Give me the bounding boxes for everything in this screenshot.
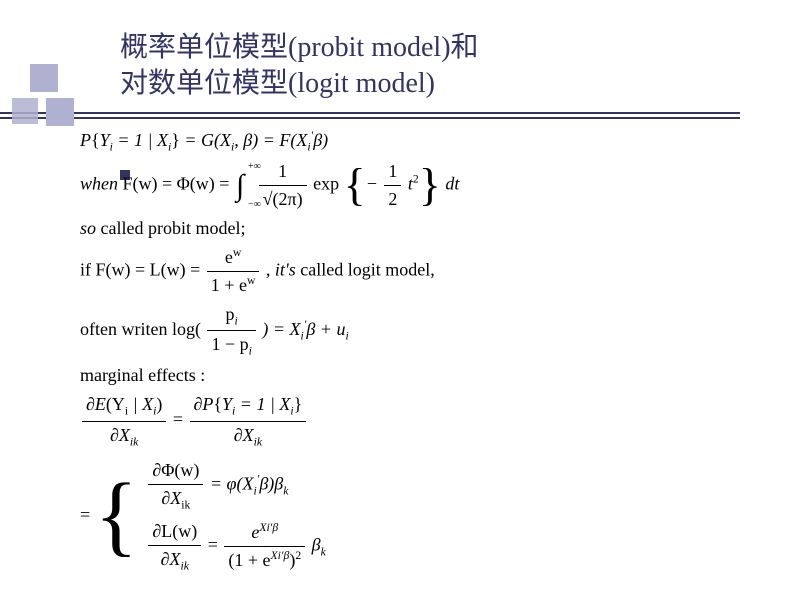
eq-marginal-cases: = { ∂Φ(w)∂Xik = φ(Xi′β)βk ∂L(w)∂Xik = eX… [80, 453, 760, 579]
title-line-2: 对数单位模型(logit model) [120, 66, 479, 102]
text-marginal: marginal effects : [80, 362, 760, 389]
text-so-probit: so called probit model; [80, 215, 760, 242]
title-line-1: 概率单位模型(probit model)和 [120, 30, 479, 66]
eq-logit-def: if F(w) = L(w) = ew1 + ew , it's called … [80, 244, 760, 299]
slide-title: 概率单位模型(probit model)和 对数单位模型(logit model… [120, 30, 479, 103]
eq-probit-def: when F(w) = Φ(w) = ∫+∞−∞ 1√(2π) exp {− 1… [80, 158, 760, 213]
eq-prob-def: P{Yi = 1 | Xi} = G(Xi, β) = F(Xi′β) [80, 127, 760, 156]
eq-marginal-def: ∂E(Yi | Xi) ∂Xik = ∂P{Yi = 1 | Xi} ∂Xik [80, 391, 760, 450]
eq-logit-form: often writen log( pi1 − pi ) = Xi′β + ui [80, 301, 760, 360]
math-content: P{Yi = 1 | Xi} = G(Xi, β) = F(Xi′β) when… [80, 125, 760, 581]
slide: 概率单位模型(probit model)和 对数单位模型(logit model… [0, 0, 800, 600]
